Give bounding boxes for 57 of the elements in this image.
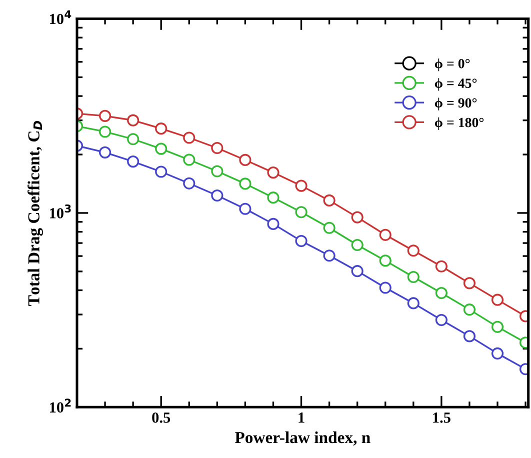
point xyxy=(239,202,252,215)
point xyxy=(183,132,196,144)
point xyxy=(295,206,308,218)
point xyxy=(155,142,168,155)
legend-label: ϕ = 0° xyxy=(434,58,470,72)
point xyxy=(463,304,476,316)
y-axis-title: Total Drag Coefficent, C$_{D}$ xyxy=(28,120,43,306)
point xyxy=(98,110,112,122)
point xyxy=(407,297,420,310)
point xyxy=(435,286,448,300)
legend-label: ϕ = 90° xyxy=(434,98,477,110)
legend-label: ϕ = 180° xyxy=(434,117,484,130)
point xyxy=(351,238,364,252)
point xyxy=(183,177,196,190)
point xyxy=(323,194,336,206)
point xyxy=(463,330,476,342)
point xyxy=(183,154,196,166)
point xyxy=(98,126,112,138)
point xyxy=(155,166,168,178)
y-tick-label: 10$^{4}$ xyxy=(50,10,72,24)
point xyxy=(407,270,420,284)
point xyxy=(127,133,140,146)
y-tick-label: 10$^{2}$ xyxy=(50,398,71,413)
point xyxy=(127,156,140,168)
point xyxy=(351,211,364,224)
x-tick-label: 0.5 xyxy=(152,412,170,423)
point xyxy=(491,294,504,306)
point xyxy=(295,234,308,248)
legend-label: ϕ = 45° xyxy=(434,78,477,91)
x-axis-title: Power-law index, n xyxy=(234,431,370,446)
point xyxy=(295,180,308,192)
point xyxy=(323,222,336,234)
point xyxy=(155,122,168,135)
point xyxy=(435,260,448,272)
point xyxy=(491,347,504,360)
point xyxy=(239,178,252,190)
x-tick-label: 1.5 xyxy=(433,412,450,423)
point xyxy=(267,192,280,204)
point xyxy=(127,114,140,126)
point xyxy=(491,320,504,333)
point xyxy=(98,146,112,158)
point xyxy=(435,314,448,326)
x-tick-label: 1 xyxy=(298,412,304,423)
point xyxy=(211,189,224,202)
point xyxy=(407,244,420,257)
point xyxy=(211,165,224,178)
point xyxy=(239,154,252,166)
point xyxy=(267,218,280,230)
point xyxy=(211,142,224,154)
y-tick-label: 10$^{3}$ xyxy=(50,204,71,218)
point xyxy=(267,166,280,179)
point xyxy=(351,265,364,278)
point xyxy=(323,250,336,262)
point xyxy=(379,254,392,267)
point xyxy=(463,277,476,290)
point xyxy=(379,282,392,294)
point xyxy=(379,228,392,241)
